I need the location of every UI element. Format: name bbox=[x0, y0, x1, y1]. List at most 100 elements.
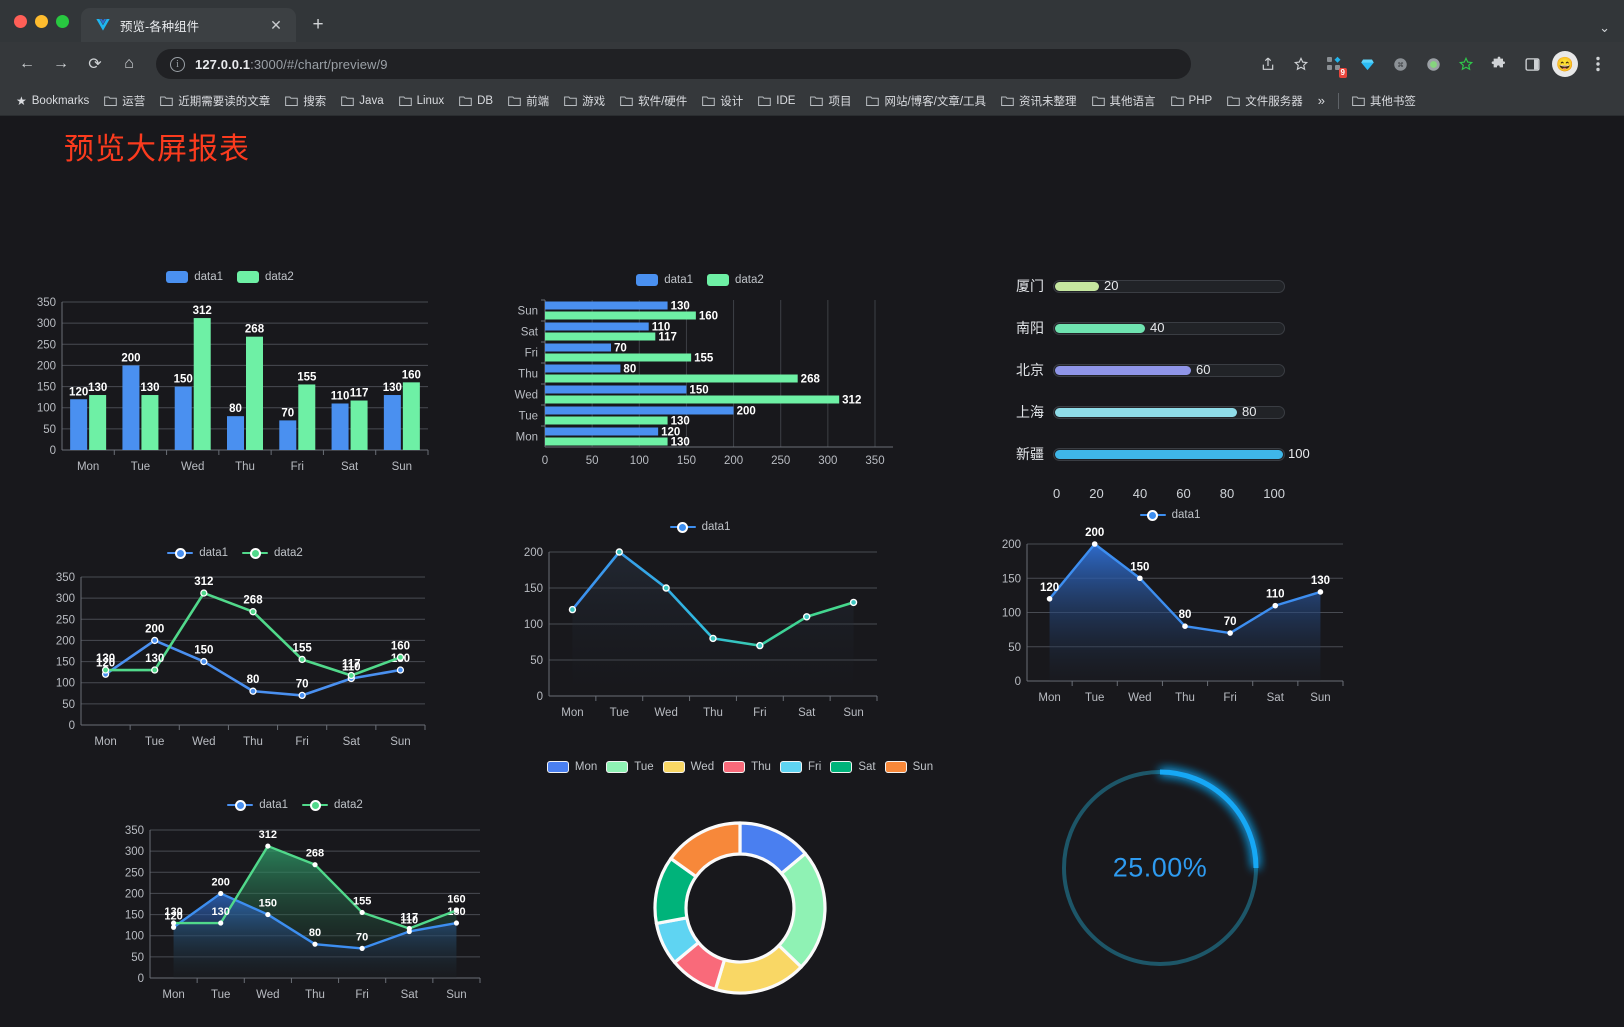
svg-text:50: 50 bbox=[62, 699, 75, 711]
url-path: :3000/#/chart/preview/9 bbox=[250, 56, 388, 72]
home-button[interactable]: ⌂ bbox=[124, 55, 134, 72]
brand-circle-icon[interactable]: ⌘ bbox=[1386, 50, 1414, 78]
bookmark-label: 设计 bbox=[720, 95, 744, 108]
legend-item-thu[interactable]: Thu bbox=[723, 761, 771, 773]
svg-text:Wed: Wed bbox=[181, 461, 204, 473]
share-icon[interactable] bbox=[1254, 50, 1282, 78]
doughnut-segment-sun[interactable] bbox=[669, 821, 742, 879]
bookmark-folder-6[interactable]: 前端 bbox=[502, 90, 555, 112]
maximize-window-button[interactable] bbox=[56, 14, 69, 28]
legend-item-tue[interactable]: Tue bbox=[606, 761, 654, 773]
svg-text:200: 200 bbox=[737, 406, 756, 418]
green-circle-icon[interactable] bbox=[1419, 50, 1447, 78]
progress-tick: 40 bbox=[1132, 486, 1148, 501]
legend-label-data1: data1 bbox=[199, 547, 228, 559]
progress-track[interactable]: 60 bbox=[1053, 362, 1285, 377]
legend-swatch bbox=[546, 761, 569, 773]
svg-text:130: 130 bbox=[383, 382, 402, 394]
close-window-button[interactable] bbox=[14, 14, 27, 28]
progress-tick: 100 bbox=[1263, 486, 1285, 501]
diamond-icon[interactable] bbox=[1353, 50, 1381, 78]
legend-marker-data2 bbox=[302, 799, 328, 811]
bookmark-label: 文件服务器 bbox=[1245, 95, 1303, 108]
close-tab-button[interactable]: ✕ bbox=[270, 16, 282, 33]
legend-vertical-bar: data1 data2 bbox=[20, 266, 440, 288]
address-bar[interactable]: i 127.0.0.1:3000/#/chart/preview/9 bbox=[156, 49, 1191, 79]
progress-track[interactable]: 40 bbox=[1053, 320, 1285, 335]
legend-label-data1: data1 bbox=[194, 271, 223, 283]
legend-item-data1[interactable]: data1 bbox=[166, 271, 223, 283]
back-button[interactable]: ← bbox=[19, 55, 35, 72]
svg-text:0: 0 bbox=[138, 973, 144, 985]
star-outline-icon[interactable] bbox=[1452, 50, 1480, 78]
bookmark-folder-7[interactable]: 游戏 bbox=[558, 90, 611, 112]
legend-label: Mon bbox=[574, 761, 598, 773]
svg-text:300: 300 bbox=[56, 593, 75, 605]
profile-avatar[interactable]: 😄 bbox=[1551, 50, 1579, 78]
legend-item-sun[interactable]: Sun bbox=[884, 761, 933, 773]
progress-track[interactable]: 100 bbox=[1053, 446, 1310, 461]
bookmark-folder-13[interactable]: 资讯未整理 bbox=[995, 90, 1083, 112]
svg-text:150: 150 bbox=[174, 374, 193, 386]
progress-track[interactable]: 80 bbox=[1053, 404, 1285, 419]
extensions-grid-icon[interactable]: 9 bbox=[1320, 50, 1348, 78]
bookmark-folder-15[interactable]: PHP bbox=[1165, 92, 1219, 110]
toolbar-icons: 9 ⌘ 😄 bbox=[1254, 50, 1612, 78]
bookmark-manager-button[interactable]: ★ Bookmarks bbox=[10, 91, 95, 111]
legend-item-data2[interactable]: data2 bbox=[302, 799, 363, 811]
progress-label: 北京 bbox=[1016, 362, 1044, 378]
bookmark-folder-8[interactable]: 软件/硬件 bbox=[614, 90, 693, 112]
folder-icon bbox=[758, 96, 772, 106]
svg-text:268: 268 bbox=[801, 374, 821, 386]
bookmark-folder-11[interactable]: 项目 bbox=[804, 90, 857, 112]
other-bookmarks-folder[interactable]: 其他书签 bbox=[1346, 90, 1422, 112]
legend-item-data2[interactable]: data2 bbox=[707, 274, 764, 286]
legend-item-data2[interactable]: data2 bbox=[242, 547, 303, 559]
forward-button[interactable]: → bbox=[53, 55, 69, 72]
svg-text:268: 268 bbox=[245, 324, 265, 336]
bookmark-folder-0[interactable]: 运营 bbox=[98, 90, 151, 112]
svg-text:150: 150 bbox=[259, 898, 277, 910]
bookmark-folder-16[interactable]: 文件服务器 bbox=[1221, 90, 1309, 112]
bookmarks-overflow-button[interactable]: » bbox=[1317, 93, 1325, 108]
bookmark-folder-3[interactable]: Java bbox=[335, 92, 389, 110]
doughnut-segment-wed[interactable] bbox=[713, 943, 803, 995]
sidepanel-icon[interactable] bbox=[1518, 50, 1546, 78]
svg-text:Wed: Wed bbox=[256, 989, 279, 1001]
bookmark-folder-5[interactable]: DB bbox=[453, 92, 499, 110]
svg-text:Sat: Sat bbox=[343, 736, 361, 748]
bookmark-folder-1[interactable]: 近期需要读的文章 bbox=[154, 90, 276, 112]
legend-item-fri[interactable]: Fri bbox=[779, 761, 821, 773]
legend-item-data1[interactable]: data1 bbox=[1139, 509, 1200, 521]
browser-tab[interactable]: 预览-各种组件 ✕ bbox=[81, 8, 296, 42]
minimize-window-button[interactable] bbox=[35, 14, 48, 28]
legend-item-data1[interactable]: data1 bbox=[167, 547, 228, 559]
bookmark-folder-10[interactable]: IDE bbox=[752, 92, 801, 110]
legend-item-data1[interactable]: data1 bbox=[636, 274, 693, 286]
reload-button[interactable]: ⟳ bbox=[88, 56, 102, 73]
bookmark-folder-2[interactable]: 搜索 bbox=[279, 90, 332, 112]
chart-doughnut: Mon Tue Wed Thu Fri Sat Sun bbox=[520, 756, 960, 1016]
legend-item-wed[interactable]: Wed bbox=[662, 761, 714, 773]
legend-item-data2[interactable]: data2 bbox=[237, 271, 294, 283]
legend-item-sat[interactable]: Sat bbox=[830, 761, 876, 773]
puzzle-icon[interactable] bbox=[1485, 50, 1513, 78]
bookmark-folder-9[interactable]: 设计 bbox=[696, 90, 749, 112]
new-tab-button[interactable]: + bbox=[312, 14, 324, 35]
site-info-icon[interactable]: i bbox=[170, 56, 185, 72]
progress-track[interactable]: 20 bbox=[1053, 278, 1285, 293]
svg-text:155: 155 bbox=[353, 895, 371, 907]
svg-text:160: 160 bbox=[699, 311, 718, 323]
bookmark-label: Java bbox=[359, 94, 384, 107]
bookmark-folder-12[interactable]: 网站/博客/文章/工具 bbox=[860, 90, 992, 112]
kebab-menu-icon[interactable] bbox=[1584, 50, 1612, 78]
svg-text:117: 117 bbox=[400, 912, 418, 924]
bookmark-star-icon[interactable] bbox=[1287, 50, 1315, 78]
bookmark-folder-4[interactable]: Linux bbox=[393, 92, 451, 110]
folder-icon bbox=[160, 96, 174, 106]
legend-item-data1[interactable]: data1 bbox=[669, 521, 730, 533]
legend-item-mon[interactable]: Mon bbox=[546, 761, 598, 773]
chevron-down-icon[interactable]: ⌄ bbox=[1599, 20, 1610, 35]
bookmark-folder-14[interactable]: 其他语言 bbox=[1086, 90, 1162, 112]
legend-item-data1[interactable]: data1 bbox=[227, 799, 288, 811]
